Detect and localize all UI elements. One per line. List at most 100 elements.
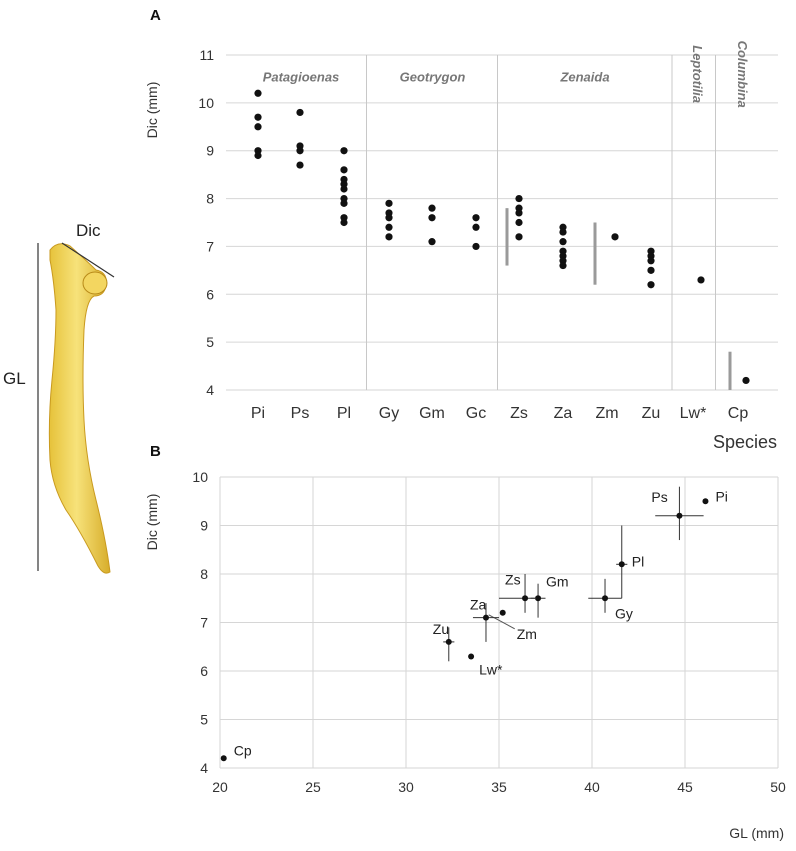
panel-b-label: B xyxy=(150,443,161,460)
panel-b-leader-line xyxy=(488,614,515,630)
panel-a-category-label: Gy xyxy=(379,405,399,422)
panel-a-data-point xyxy=(472,242,480,251)
panel-a-y-tick-label: 5 xyxy=(206,334,214,350)
bone-head xyxy=(82,271,108,295)
panel-a-y-tick-label: 7 xyxy=(206,238,214,254)
panel-b-data-point xyxy=(522,595,529,602)
panel-a-category-label: Gm xyxy=(419,405,445,422)
dic-measure-line xyxy=(61,242,115,278)
panel-b-point-label: Gy xyxy=(615,605,633,621)
panel-a-chart: A Dic (mm) Species 4 5 6 7 8 9 10 11 Patagioenas… xyxy=(144,7,778,452)
panel-b-y-axis-title: Dic (mm) xyxy=(144,494,160,551)
panel-a-category-label: Lw* xyxy=(680,405,707,422)
panel-b-x-tick-label: 35 xyxy=(491,779,507,795)
panel-a-data-point xyxy=(296,108,304,117)
panel-a-data-point xyxy=(647,266,655,274)
panel-a-data-point xyxy=(254,151,262,160)
panel-b-data-point xyxy=(220,755,227,762)
panel-a-genus-label: Leptotilia xyxy=(690,45,705,103)
panel-a-category-label: Ps xyxy=(291,405,310,422)
panel-b-point-label: Zs xyxy=(505,571,521,587)
panel-a-data-point xyxy=(559,261,567,270)
panel-a-data-point xyxy=(472,214,480,222)
panel-b-data-point xyxy=(468,653,475,660)
panel-a-data-point xyxy=(697,276,705,284)
panel-a-data-point xyxy=(254,113,262,121)
panel-a-data-point xyxy=(647,257,655,265)
panel-b-point-label: Gm xyxy=(546,573,569,589)
panel-a-category-label: Pi xyxy=(251,405,265,422)
panel-a-y-tick-label: 8 xyxy=(206,191,214,207)
panel-b-y-tick-label: 9 xyxy=(200,518,208,534)
panel-a-data-point xyxy=(385,214,393,222)
gl-label: GL xyxy=(3,369,26,388)
panel-a-category-label: Zu xyxy=(642,405,661,422)
panel-a-data-point xyxy=(515,233,523,241)
panel-a-y-tick-label: 4 xyxy=(206,382,214,398)
dic-label: Dic xyxy=(76,221,101,240)
panel-b-y-tick-label: 4 xyxy=(200,760,208,776)
panel-a-data-point xyxy=(428,214,436,222)
panel-b-data-point xyxy=(618,561,625,568)
panel-b-x-tick-label: 45 xyxy=(677,779,693,795)
panel-a-y-tick-label: 11 xyxy=(199,47,214,63)
panel-b-point-label: Zm xyxy=(517,626,537,642)
panel-b-y-tick-label: 6 xyxy=(200,663,208,679)
panel-a-data-point xyxy=(428,238,436,246)
panel-a-data-point xyxy=(296,147,304,155)
panel-a-genus-label: Zenaida xyxy=(559,69,609,84)
panel-b-y-tick-label: 5 xyxy=(200,712,208,728)
panel-b-data-point xyxy=(535,595,542,602)
panel-a-data-point xyxy=(472,223,480,231)
panel-a-data-point xyxy=(340,199,348,207)
panel-a-data-point xyxy=(559,238,567,246)
panel-b-x-tick-label: 40 xyxy=(584,779,600,795)
panel-a-x-axis-title: Species xyxy=(713,432,777,452)
panel-a-y-tick-label: 6 xyxy=(206,286,214,302)
panel-b-point-label: Za xyxy=(470,597,487,613)
panel-a-data-point xyxy=(515,194,523,203)
panel-a-y-tick-label: 9 xyxy=(206,143,214,159)
bone-illustration: Dic GL xyxy=(3,221,115,574)
panel-a-data-point xyxy=(340,147,348,155)
panel-a-category-label: Pl xyxy=(337,405,351,422)
panel-b-data-point xyxy=(702,498,709,505)
panel-a-genus-label: Patagioenas xyxy=(263,69,340,84)
panel-a-data-point xyxy=(385,223,393,231)
panel-a-data-point xyxy=(296,161,304,169)
panel-b-x-tick-label: 30 xyxy=(398,779,414,795)
panel-b-data-point xyxy=(482,614,489,621)
panel-a-data-point xyxy=(515,218,523,227)
panel-b-x-tick-label: 25 xyxy=(305,779,321,795)
panel-a-category-label: Zm xyxy=(595,405,618,422)
panel-b-data-point xyxy=(445,638,452,645)
panel-b-point-label: Pi xyxy=(715,488,727,504)
panel-a-category-label: Cp xyxy=(728,405,749,422)
panel-b-data-point xyxy=(676,512,683,519)
panel-b-y-tick-label: 8 xyxy=(200,566,208,582)
panel-b-y-tick-label: 7 xyxy=(200,615,208,631)
panel-b-x-tick-label: 20 xyxy=(212,779,228,795)
panel-b-x-axis-title: GL (mm) xyxy=(729,825,784,841)
panel-a-data-point xyxy=(340,185,348,193)
panel-a-category-label: Za xyxy=(554,405,573,422)
panel-a-data-point xyxy=(515,209,523,217)
panel-a-data-point xyxy=(340,166,348,174)
panel-a-data-point xyxy=(254,123,262,131)
panel-b-point-label: Ps xyxy=(651,489,667,505)
panel-b-point-label: Zu xyxy=(433,621,449,637)
panel-a-data-point xyxy=(742,376,750,385)
panel-a-data-point xyxy=(611,233,619,241)
panel-b-data-point xyxy=(602,595,609,602)
panel-b-point-label: Pl xyxy=(632,553,644,569)
panel-b-data-point xyxy=(499,609,506,616)
panel-a-data-point xyxy=(428,204,436,212)
panel-a-data-point xyxy=(559,228,567,236)
panel-a-data-point xyxy=(340,218,348,227)
bone-shape xyxy=(48,243,111,574)
panel-b-point-label: Lw* xyxy=(479,661,503,677)
panel-a-category-label: Gc xyxy=(466,405,486,422)
panel-a-genus-label: Geotrygon xyxy=(400,69,466,84)
